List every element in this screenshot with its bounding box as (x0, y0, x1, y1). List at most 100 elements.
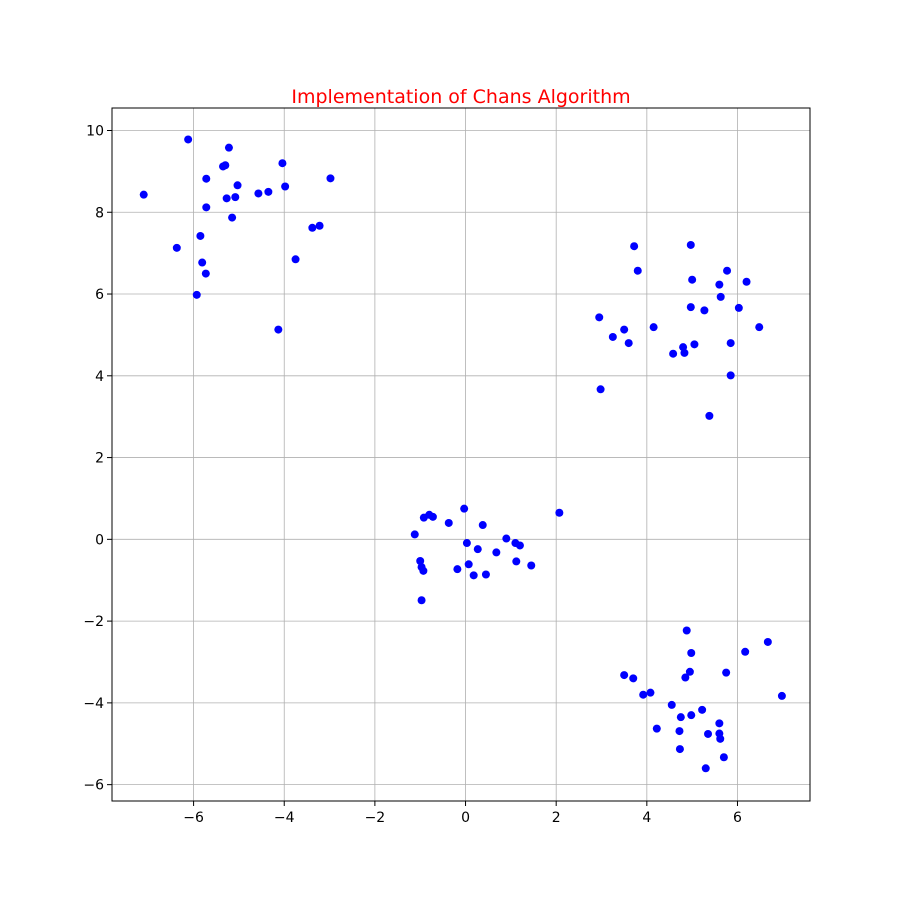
scatter-point (687, 648, 696, 657)
scatter-point (202, 203, 211, 212)
scatter-point (687, 711, 696, 720)
scatter-point (172, 243, 181, 252)
scatter-point (633, 266, 642, 275)
y-tick-label: 8 (95, 205, 104, 221)
scatter-point (264, 187, 273, 196)
plot-frame (111, 107, 811, 802)
scatter-point (595, 313, 604, 322)
scatter-point (608, 332, 617, 341)
scatter-point (462, 539, 471, 548)
scatter-point (698, 705, 707, 714)
x-tick-label: −4 (274, 810, 295, 826)
scatter-point (419, 566, 428, 575)
scatter-point (464, 560, 473, 569)
scatter-point (419, 513, 428, 522)
scatter-point (469, 571, 478, 580)
x-tick-label: 6 (733, 810, 742, 826)
scatter-point (726, 339, 735, 348)
scatter-point (460, 504, 469, 513)
scatter-point (596, 385, 605, 394)
scatter-point (629, 674, 638, 683)
chart-title: Implementation of Chans Algorithm (291, 86, 630, 108)
y-tick-label: −2 (83, 614, 104, 630)
scatter-point (715, 719, 724, 728)
scatter-point (416, 557, 425, 566)
scatter-point (315, 221, 324, 230)
scatter-point (184, 135, 193, 144)
scatter-point (688, 275, 697, 284)
scatter-point (652, 724, 661, 733)
scatter-point (667, 700, 676, 709)
scatter-point (723, 266, 732, 275)
scatter-point (680, 348, 689, 357)
scatter-point (555, 508, 564, 517)
scatter-point (473, 545, 482, 554)
scatter-point (726, 371, 735, 380)
scatter-point (221, 161, 230, 170)
axis-ticks: −6 −4 −2 0 2 4 6 −6 −4 −2 0 2 4 6 8 10 (83, 123, 742, 826)
scatter-point (690, 340, 699, 349)
scatter-point (481, 570, 490, 579)
scatter-point (763, 637, 772, 646)
scatter-point (705, 411, 714, 420)
scatter-point (278, 159, 287, 168)
scatter-point (716, 292, 725, 301)
scatter-point (222, 194, 231, 203)
y-tick-label: 4 (95, 369, 104, 385)
plot-background (112, 108, 810, 801)
scatter-point (701, 764, 710, 773)
scatter-point (326, 174, 335, 183)
scatter-point (722, 668, 731, 677)
scatter-point (686, 240, 695, 249)
scatter-point (410, 530, 419, 539)
scatter-point (198, 258, 207, 267)
scatter-point (681, 673, 690, 682)
scatter-point (224, 143, 233, 152)
scatter-point (281, 182, 290, 191)
scatter-point (675, 745, 684, 754)
scatter-point (639, 690, 648, 699)
scatter-point (669, 349, 678, 358)
x-tick-label: 2 (552, 810, 561, 826)
x-tick-label: −6 (183, 810, 204, 826)
scatter-point (741, 647, 750, 656)
scatter-point (515, 541, 524, 550)
y-tick-label: 0 (95, 532, 104, 548)
scatter-point (649, 323, 658, 332)
y-tick-label: 10 (86, 123, 104, 139)
scatter-point (630, 242, 639, 251)
y-tick-label: 2 (95, 451, 104, 467)
scatter-point (624, 339, 633, 348)
scatter-point (646, 688, 655, 697)
scatter-point (291, 255, 300, 264)
scatter-point (676, 713, 685, 722)
scatter-point (620, 325, 629, 334)
scatter-point (192, 290, 201, 299)
scatter-point (274, 325, 283, 334)
scatter-point (512, 557, 521, 566)
data-points (139, 135, 786, 773)
scatter-point (620, 671, 629, 680)
scatter-point (685, 667, 694, 676)
scatter-point (734, 303, 743, 312)
scatter-point (478, 521, 487, 530)
scatter-point (742, 277, 751, 286)
scatter-point (139, 190, 148, 199)
scatter-point (492, 548, 501, 557)
scatter-point (719, 753, 728, 762)
scatter-point (700, 306, 709, 315)
scatter-point (502, 534, 511, 543)
grid-lines (112, 108, 810, 801)
x-tick-label: 4 (642, 810, 651, 826)
scatter-point (704, 729, 713, 738)
scatter-point (682, 626, 691, 635)
scatter-point (777, 691, 786, 700)
scatter-point (201, 269, 210, 278)
x-tick-label: 0 (461, 810, 470, 826)
scatter-point (444, 518, 453, 527)
y-tick-label: −6 (83, 778, 104, 794)
scatter-point (417, 596, 426, 605)
scatter-point (254, 189, 263, 198)
scatter-point (233, 181, 242, 190)
